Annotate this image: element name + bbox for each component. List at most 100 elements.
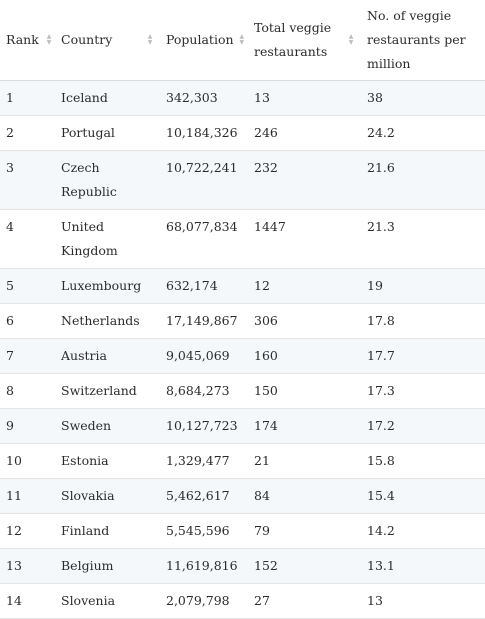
total-restaurants-cell: 1447 [248,209,361,269]
table-body: 1 Iceland 342,303 13 38 2 Portugal 10,184,326 24… [0,80,485,619]
column-header-population-label: Population [166,32,234,47]
population-cell: 632,174 [160,268,248,304]
population-cell: 68,077,834 [160,209,248,269]
table-row: 13 Belgium 11,619,816 152 13.1 [0,548,485,584]
rank-cell: 1 [0,80,55,116]
total-restaurants-cell: 232 [248,150,361,210]
column-header-country[interactable]: Country ▲ ▼ [55,0,160,81]
population-cell: 1,329,477 [160,443,248,479]
total-restaurants-cell: 21 [248,443,361,479]
population-cell: 11,619,816 [160,548,248,584]
table-row: 3 Czech Republic 10,722,241 232 21.6 [0,150,485,210]
rank-cell: 13 [0,548,55,584]
per-million-cell: 17.2 [361,408,485,444]
population-cell: 342,303 [160,80,248,116]
column-header-rank[interactable]: Rank ▲ ▼ [0,0,55,81]
total-restaurants-cell: 160 [248,338,361,374]
table-row: 11 Slovakia 5,462,617 84 15.4 [0,478,485,514]
per-million-cell: 19 [361,268,485,304]
rank-cell: 4 [0,209,55,269]
country-cell: Slovakia [55,478,160,514]
column-header-country-label: Country [61,32,113,47]
rank-cell: 5 [0,268,55,304]
sort-icon[interactable]: ▲ ▼ [147,33,153,46]
total-restaurants-cell: 13 [248,80,361,116]
sort-icon[interactable]: ▲ ▼ [348,33,354,46]
total-restaurants-cell: 152 [248,548,361,584]
country-cell: Sweden [55,408,160,444]
table-row: 7 Austria 9,045,069 160 17.7 [0,338,485,374]
per-million-cell: 15.4 [361,478,485,514]
table-row: 5 Luxembourg 632,174 12 19 [0,268,485,304]
total-restaurants-cell: 84 [248,478,361,514]
column-header-per-million-label: No. of veggie restaurants per million [367,8,466,71]
total-restaurants-cell: 306 [248,303,361,339]
population-cell: 10,184,326 [160,115,248,151]
country-cell: Slovenia [55,583,160,619]
country-cell: United Kingdom [55,209,160,269]
total-restaurants-cell: 79 [248,513,361,549]
per-million-cell: 21.3 [361,209,485,269]
per-million-cell: 24.2 [361,115,485,151]
total-restaurants-cell: 246 [248,115,361,151]
per-million-cell: 17.3 [361,373,485,409]
per-million-cell: 38 [361,80,485,116]
rank-cell: 3 [0,150,55,210]
rank-cell: 8 [0,373,55,409]
per-million-cell: 13.1 [361,548,485,584]
table-row: 1 Iceland 342,303 13 38 [0,80,485,116]
table-row: 10 Estonia 1,329,477 21 15.8 [0,443,485,479]
population-cell: 9,045,069 [160,338,248,374]
country-cell: Switzerland [55,373,160,409]
table-row: 12 Finland 5,545,596 79 14.2 [0,513,485,549]
population-cell: 2,079,798 [160,583,248,619]
rank-cell: 12 [0,513,55,549]
rank-cell: 10 [0,443,55,479]
table-row: 6 Netherlands 17,149,867 306 17.8 [0,303,485,339]
rank-cell: 2 [0,115,55,151]
population-cell: 17,149,867 [160,303,248,339]
total-restaurants-cell: 12 [248,268,361,304]
column-header-per-million[interactable]: No. of veggie restaurants per million [361,0,485,81]
country-cell: Belgium [55,548,160,584]
country-cell: Estonia [55,443,160,479]
total-restaurants-cell: 150 [248,373,361,409]
country-cell: Luxembourg [55,268,160,304]
column-header-total-label: Total veggie restaurants [254,20,332,59]
per-million-cell: 14.2 [361,513,485,549]
table-row: 14 Slovenia 2,079,798 27 13 [0,583,485,619]
table-header: Rank ▲ ▼ Country ▲ ▼ Population ▲ ▼ Total v… [0,0,485,81]
rank-cell: 6 [0,303,55,339]
population-cell: 8,684,273 [160,373,248,409]
header-row: Rank ▲ ▼ Country ▲ ▼ Population ▲ ▼ Total v… [0,0,485,81]
table-row: 9 Sweden 10,127,723 174 17.2 [0,408,485,444]
column-header-rank-label: Rank [6,32,39,47]
country-cell: Portugal [55,115,160,151]
rank-cell: 14 [0,583,55,619]
population-cell: 5,462,617 [160,478,248,514]
per-million-cell: 21.6 [361,150,485,210]
population-cell: 10,722,241 [160,150,248,210]
sort-icon[interactable]: ▲ ▼ [239,33,245,46]
rank-cell: 9 [0,408,55,444]
total-restaurants-cell: 174 [248,408,361,444]
total-restaurants-cell: 27 [248,583,361,619]
country-cell: Czech Republic [55,150,160,210]
per-million-cell: 17.8 [361,303,485,339]
country-cell: Netherlands [55,303,160,339]
table-row: 2 Portugal 10,184,326 246 24.2 [0,115,485,151]
table-row: 8 Switzerland 8,684,273 150 17.3 [0,373,485,409]
population-cell: 10,127,723 [160,408,248,444]
per-million-cell: 17.7 [361,338,485,374]
sort-icon[interactable]: ▲ ▼ [46,33,52,46]
per-million-cell: 15.8 [361,443,485,479]
column-header-population[interactable]: Population ▲ ▼ [160,0,248,81]
country-cell: Iceland [55,80,160,116]
column-header-total[interactable]: Total veggie restaurants ▲ ▼ [248,0,361,81]
table-row: 4 United Kingdom 68,077,834 1447 21.3 [0,209,485,269]
rank-cell: 7 [0,338,55,374]
population-cell: 5,545,596 [160,513,248,549]
country-cell: Finland [55,513,160,549]
rank-cell: 11 [0,478,55,514]
